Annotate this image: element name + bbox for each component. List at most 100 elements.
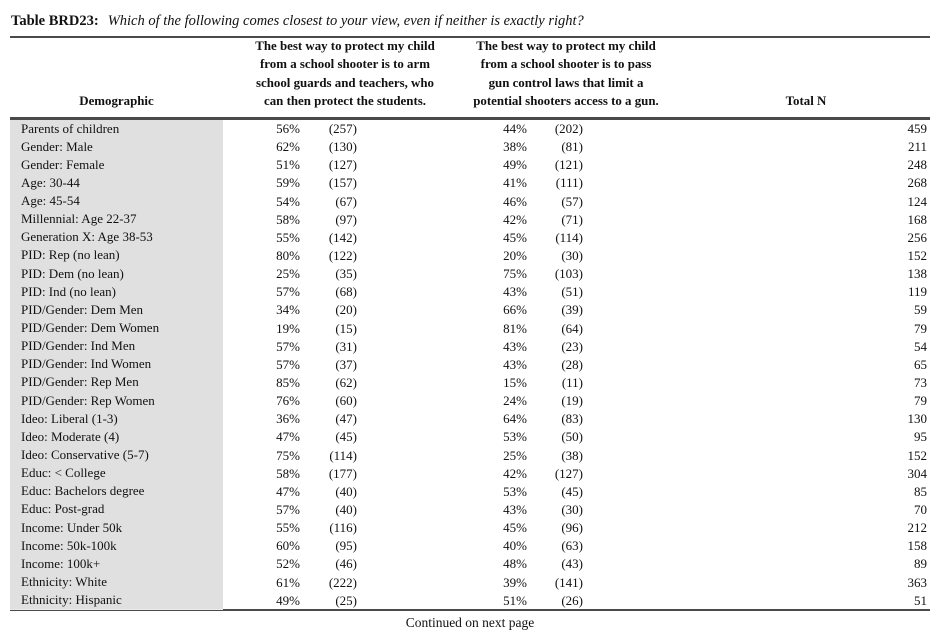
cell-option1-percent: 57% — [276, 338, 300, 354]
cell-total-n: 79 — [914, 320, 927, 336]
cell-demographic: PID/Gender: Ind Women — [10, 355, 223, 375]
cell-option2-n: (30) — [561, 247, 583, 263]
cell-option2-percent: 43% — [503, 356, 527, 372]
cell-option2-percent: 44% — [503, 121, 527, 136]
cell-option1-percent: 51% — [276, 157, 300, 173]
cell-demographic: Generation X: Age 38-53 — [10, 228, 223, 248]
cell-demographic: Income: 50k-100k — [10, 536, 223, 556]
cell-option1-percent: 75% — [276, 447, 300, 463]
cell-demographic: Educ: Bachelors degree — [10, 482, 223, 502]
cell-option2-n: (111) — [555, 175, 583, 191]
cell-option2-percent: 25% — [503, 447, 527, 463]
cell-demographic: Gender: Female — [10, 155, 223, 175]
cell-demographic: Ethnicity: White — [10, 573, 223, 593]
cell-demographic: PID/Gender: Dem Men — [10, 300, 223, 321]
cell-option2-n: (23) — [561, 338, 583, 354]
cell-option2-n: (114) — [555, 229, 583, 245]
cell-option2-n: (28) — [561, 356, 583, 372]
cell-option2-n: (71) — [561, 211, 583, 227]
cell-total-n: 158 — [907, 538, 928, 554]
cell-option2-percent: 45% — [503, 520, 527, 536]
cell-option1-percent: 34% — [276, 302, 300, 318]
table-row: Educ: Bachelors degree 47% (40) 53% (45)… — [10, 482, 930, 502]
table-title-label: Table BRD23: — [11, 13, 99, 29]
cell-option2-percent: 24% — [503, 393, 527, 409]
cell-option1-percent: 57% — [276, 501, 300, 517]
cell-total-n: 459 — [907, 121, 928, 136]
cell-option1-percent: 61% — [276, 574, 300, 590]
cell-option2-n: (30) — [561, 501, 583, 517]
cell-total-n: 130 — [907, 411, 928, 427]
cell-option1-percent: 76% — [276, 393, 300, 409]
cell-option2-percent: 81% — [503, 320, 527, 336]
table-row: Ethnicity: Hispanic 49% (25) 51% (26) 51 — [10, 591, 930, 611]
cell-demographic: PID: Rep (no lean) — [10, 246, 223, 266]
table-row: PID: Rep (no lean) 80% (122) 20% (30) 15… — [10, 246, 930, 266]
cell-option2-n: (11) — [561, 374, 583, 390]
cell-option1-percent: 47% — [276, 483, 300, 499]
cell-demographic: PID/Gender: Rep Women — [10, 391, 223, 411]
cell-demographic: PID/Gender: Rep Men — [10, 373, 223, 393]
cell-option2-n: (83) — [561, 411, 583, 427]
cell-option2-n: (26) — [561, 592, 583, 608]
cell-option1-n: (157) — [328, 175, 357, 191]
cell-option2-n: (39) — [561, 302, 583, 318]
cell-option2-n: (63) — [561, 538, 583, 554]
cell-option2-percent: 42% — [503, 211, 527, 227]
cell-option2-percent: 53% — [503, 429, 527, 445]
cell-demographic: PID: Dem (no lean) — [10, 264, 223, 284]
cell-total-n: 73 — [914, 374, 927, 390]
cell-option1-n: (15) — [335, 320, 357, 336]
table-title-question: Which of the following comes closest to … — [107, 13, 584, 29]
cell-option2-n: (57) — [561, 193, 583, 209]
cell-total-n: 95 — [914, 429, 927, 445]
cell-option2-percent: 75% — [503, 266, 527, 282]
cell-option1-percent: 60% — [276, 538, 300, 554]
cell-option1-percent: 49% — [276, 592, 300, 608]
cell-option2-percent: 43% — [503, 338, 527, 354]
cell-total-n: 51 — [914, 592, 927, 608]
rule-bottom — [10, 609, 930, 612]
table-column-headers: Demographic The best way to protect my c… — [10, 38, 930, 117]
table-row: Income: Under 50k 55% (116) 45% (96) 212 — [10, 518, 930, 538]
cell-option2-n: (45) — [561, 483, 583, 499]
cell-option1-n: (40) — [335, 501, 357, 517]
table-row: Parents of children 56% (257) 44% (202) … — [10, 119, 930, 139]
cell-option2-percent: 38% — [503, 139, 527, 155]
cell-option2-n: (51) — [561, 284, 583, 300]
cell-option2-percent: 46% — [503, 193, 527, 209]
column-header-option2: The best way to protect my child from a s… — [473, 38, 659, 109]
table-row: Gender: Female 51% (127) 49% (121) 248 — [10, 155, 930, 175]
table-row: PID/Gender: Rep Women 76% (60) 24% (19) … — [10, 391, 930, 411]
cell-option1-percent: 47% — [276, 429, 300, 445]
cell-option1-percent: 52% — [276, 556, 300, 572]
cell-option1-percent: 85% — [276, 374, 300, 390]
column-header-option1: The best way to protect my child from a s… — [255, 38, 435, 109]
table-row: PID: Dem (no lean) 25% (35) 75% (103) 13… — [10, 264, 930, 284]
cell-demographic: PID/Gender: Dem Women — [10, 319, 223, 339]
cell-option2-percent: 43% — [503, 284, 527, 300]
table-row: Ethnicity: White 61% (222) 39% (141) 363 — [10, 573, 930, 593]
cell-option2-n: (43) — [561, 556, 583, 572]
table-row: PID/Gender: Dem Men 34% (20) 66% (39) 59 — [10, 300, 930, 321]
cell-option1-percent: 57% — [276, 284, 300, 300]
table-row: Educ: < College 58% (177) 42% (127) 304 — [10, 464, 930, 484]
cell-option2-percent: 39% — [503, 574, 527, 590]
cell-demographic: Income: 100k+ — [10, 554, 223, 575]
cell-option2-n: (121) — [554, 157, 583, 173]
cell-demographic: Educ: < College — [10, 464, 223, 484]
cell-option2-n: (38) — [561, 447, 583, 463]
table-title: Table BRD23: Which of the following comes… — [10, 0, 930, 36]
column-header-demographic: Demographic — [79, 94, 154, 109]
table-row: Ideo: Moderate (4) 47% (45) 53% (50) 95 — [10, 427, 930, 448]
cell-option1-n: (97) — [335, 211, 357, 227]
cell-option2-percent: 53% — [503, 483, 527, 499]
cell-option1-percent: 36% — [276, 411, 300, 427]
rule-below-title — [10, 36, 930, 38]
table-row: Income: 100k+ 52% (46) 48% (43) 89 — [10, 554, 930, 575]
cell-option1-n: (130) — [328, 139, 357, 155]
cell-total-n: 256 — [907, 229, 928, 245]
cell-option1-n: (142) — [328, 229, 357, 245]
cell-option2-n: (96) — [561, 520, 583, 536]
